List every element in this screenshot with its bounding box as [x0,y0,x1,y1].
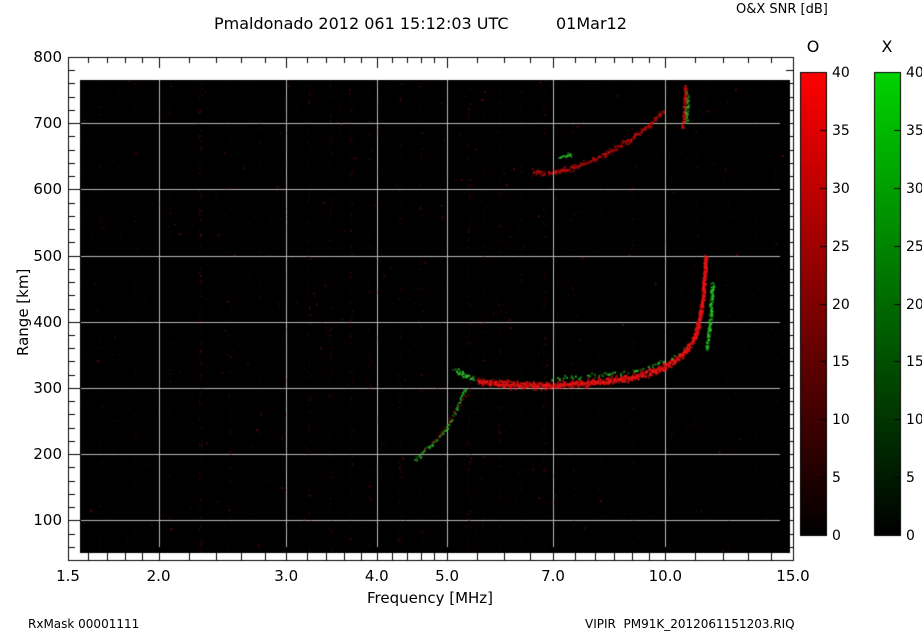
x-tick-label: 5.0 [435,567,459,585]
x-tick-label: 10.0 [648,567,683,585]
y-tick-label: 800 [33,48,62,66]
colorbar-tick-label: 40 [832,65,850,81]
x-tick-label: 7.0 [541,567,565,585]
colorbar-tick-label: 25 [906,238,922,255]
footer-filename: VIPIR PM91K_2012061151203.RIQ [585,617,795,631]
x-tick-label: 15.0 [776,567,810,585]
y-tick-label: 100 [33,511,62,530]
x-tick-label: 2.0 [146,567,171,585]
y-tick-label: 400 [33,312,62,331]
colorbar-tick-label: 15 [906,354,922,371]
colorbar-tick-label: 35 [906,122,922,139]
colorbar-tick-label: 10 [906,412,922,429]
footer-rxmask: RxMask 00001111 [28,617,140,631]
colorbar-tick-label: 5 [906,470,915,487]
x-tick-label: 1.5 [56,567,80,585]
colorbar-tick-label: 0 [906,528,915,544]
y-tick-label: 200 [33,445,62,464]
plot-title: Pmaldonado 2012 061 15:12:03 UTC [214,14,509,33]
colorbar-o-label: O [806,37,820,56]
colorbar-tick-label: 15 [832,354,850,371]
y-tick-label: 700 [33,114,62,133]
x-tick-label: 4.0 [364,567,389,585]
colorbar-x-label: X [881,37,893,56]
colorbar-tick-label: 20 [906,296,922,313]
colorbar-tick-label: 5 [832,470,841,487]
x-tick-label: 3.0 [274,567,299,585]
colorbar-tick-label: 30 [832,180,850,197]
plot-date-label: 01Mar12 [556,14,627,33]
colorbar-tick-label: 10 [832,412,850,429]
y-tick-label: 600 [33,180,62,199]
colorbar-tick-label: 25 [832,238,850,255]
colorbar-tick-label: 40 [906,65,922,81]
colorbar-title: O&X SNR [dB] [736,2,828,17]
x-axis-label: Frequency [MHz] [366,589,494,607]
colorbar-tick-label: 30 [906,180,922,197]
colorbar-tick-label: 20 [832,296,850,313]
colorbar-tick-label: 0 [832,528,841,544]
y-tick-label: 500 [33,246,62,265]
colorbar-tick-label: 35 [832,122,850,139]
y-tick-label: 300 [33,378,62,397]
